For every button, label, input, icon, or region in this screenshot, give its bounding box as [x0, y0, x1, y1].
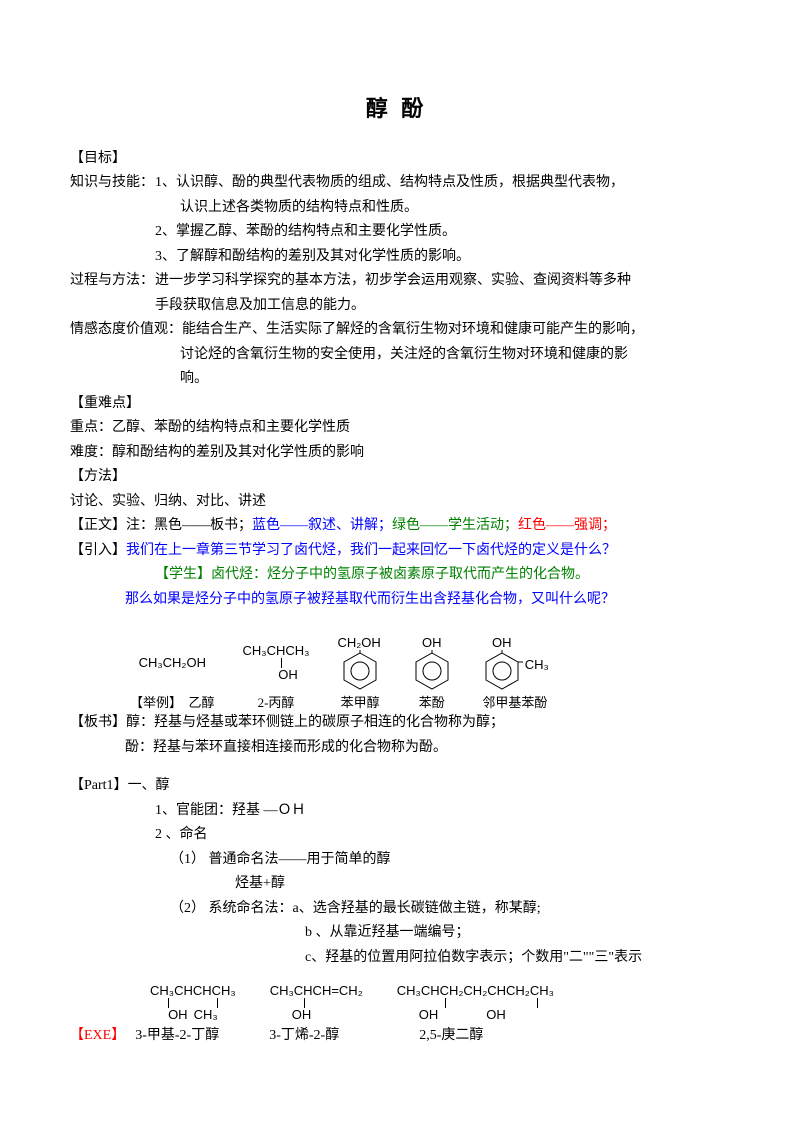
legend-pre: 注： — [126, 518, 154, 533]
mol5-sub: CH₃ — [525, 658, 549, 672]
skill-label: 知识与技能： — [70, 171, 155, 196]
mol2-bottom: OH — [267, 668, 310, 682]
head-intro: 【引入】 — [70, 543, 126, 558]
exmol-2: CH₃CHCH=CH₂ OH — [270, 984, 363, 1021]
legend-green: 绿色——学生活动； — [392, 518, 518, 533]
head-key: 【重难点】 — [70, 392, 723, 417]
mol1-name: 乙醇 — [189, 695, 215, 710]
benzene-icon — [481, 650, 523, 692]
head-body: 【正文】 — [70, 518, 126, 533]
page-title: 醇 酚 — [70, 90, 723, 129]
p1-l4b: b 、从靠近羟基一端编号； — [70, 921, 723, 946]
e3-m1: OH — [419, 1008, 439, 1022]
e1-m1: OH — [168, 1008, 188, 1022]
head-student: 【学生】 — [155, 567, 211, 582]
head-board: 【板书】 — [70, 715, 126, 730]
legend-line: 【正文】注：黑色——板书；蓝色——叙述、讲解；绿色——学生活动；红色——强调； — [70, 514, 723, 539]
mol-propanol: CH₃CHCH₃ OH 2-丙醇 — [243, 644, 310, 709]
att1c: 响。 — [70, 367, 723, 392]
p1-l4a: （2） 系统命名法：a、选含羟基的最长碳链做主链，称某醇; — [70, 897, 723, 922]
part1-h: 一、醇 — [128, 778, 170, 793]
mol-phenol: OH 苯酚 — [411, 636, 453, 709]
p1-l1: 1、官能团：羟基 —ＯＨ — [70, 799, 723, 824]
mol2-top: CH₃CHCH₃ — [243, 644, 310, 658]
student-text: 卤代烃：烃分子中的氢原子被卤素原子取代而产生的化合物。 — [211, 567, 589, 582]
legend-blue: 蓝色——叙述、讲解； — [252, 518, 392, 533]
board2: 酚：羟基与苯环直接相连接而形成的化合物称为酚。 — [70, 736, 723, 761]
p1-l2: 2 、命名 — [70, 823, 723, 848]
molecule-row-1: CH₃CH₂OH 【举例】 乙醇 CH₃CHCH₃ OH 2-丙醇 CH₂OH … — [70, 622, 723, 709]
benzene-icon — [339, 650, 381, 692]
head-exe: 【EXE】 — [70, 1024, 125, 1049]
e3-name: 2,5-庚二醇 — [419, 1024, 483, 1049]
skill-block: 知识与技能： 1、认识醇、酚的典型代表物质的组成、结构特点及性质，根据典型代表物… — [70, 171, 723, 196]
skill3: 3、了解醇和酚结构的差别及其对化学性质的影响。 — [70, 245, 723, 270]
part1-line: 【Part1】一、醇 — [70, 774, 723, 799]
proc1b: 手段获取信息及加工信息的能力。 — [70, 294, 723, 319]
e3-m2: OH — [486, 1008, 506, 1022]
molecule-row-2: CH₃CHCHCH₃ OH CH₃ CH₃CHCH=CH₂ OH CH₃CHCH₂… — [70, 984, 723, 1021]
head-part1: 【Part1】 — [70, 778, 128, 793]
mol5-name: 邻甲基苯酚 — [481, 696, 549, 710]
e2-top: CH₃CHCH=CH₂ — [270, 984, 363, 998]
benzene-icon — [411, 650, 453, 692]
legend-red: 红色——强调； — [518, 518, 616, 533]
mol4-name: 苯酚 — [411, 696, 453, 710]
skill1a: 1、认识醇、酚的典型代表物质的组成、结构特点及性质，根据典型代表物， — [155, 171, 723, 196]
mol3-side: CH₂OH — [337, 636, 382, 650]
p1-l3b: 烃基+醇 — [70, 872, 723, 897]
proc1a: 进一步学习科学探究的基本方法，初步学会运用观察、实验、查阅资料等多种 — [155, 269, 723, 294]
head-target: 【目标】 — [70, 147, 723, 172]
att1b: 讨论烃的含氧衍生物的安全使用，关注烃的含氧衍生物对环境和健康的影 — [70, 343, 723, 368]
key2: 难度：醇和酚结构的差别及其对化学性质的影响 — [70, 441, 723, 466]
e2-name: 3-丁烯-2-醇 — [269, 1024, 339, 1049]
att-label: 情感态度价值观： — [70, 318, 182, 343]
e1-m2: CH₃ — [194, 1008, 218, 1022]
mol1-formula: CH₃CH₂OH — [130, 656, 215, 670]
board-line1: 【板书】醇：羟基与烃基或苯环侧链上的碳原子相连的化合物称为醇； — [70, 711, 723, 736]
method-text: 讨论、实验、归纳、对比、讲述 — [70, 490, 723, 515]
skill2: 2、掌握乙醇、苯酚的结构特点和主要化学性质。 — [70, 220, 723, 245]
proc-label: 过程与方法： — [70, 269, 155, 294]
intro-text: 我们在上一章第三节学习了卤代烃，我们一起来回忆一下卤代烃的定义是什么？ — [126, 543, 616, 558]
legend-black: 黑色——板书； — [154, 518, 252, 533]
proc-block: 过程与方法： 进一步学习科学探究的基本方法，初步学会运用观察、实验、查阅资料等多… — [70, 269, 723, 294]
skill1b: 认识上述各类物质的结构特点和性质。 — [70, 196, 723, 221]
mol-benzylalc: CH₂OH 苯甲醇 — [337, 636, 382, 709]
intro-line: 【引入】我们在上一章第三节学习了卤代烃，我们一起来回忆一下卤代烃的定义是什么？ — [70, 539, 723, 564]
e1-name: 3-甲基-2-丁醇 — [135, 1024, 219, 1049]
mol4-side: OH — [411, 636, 453, 650]
exe-row: 【EXE】 3-甲基-2-丁醇 3-丁烯-2-醇 2,5-庚二醇 — [70, 1024, 723, 1049]
head-example: 【举例】 — [130, 695, 182, 710]
att-block: 情感态度价值观： 能结合生产、生活实际了解烃的含氧衍生物对环境和健康可能产生的影… — [70, 318, 723, 343]
att1a: 能结合生产、生活实际了解烃的含氧衍生物对环境和健康可能产生的影响， — [182, 318, 723, 343]
mol-cresol: OH CH₃ 邻甲基苯酚 — [481, 636, 549, 709]
exmol-3: CH₃CHCH₂CH₂CHCH₂CH₃ OH OH — [397, 984, 554, 1021]
e3-top: CH₃CHCH₂CH₂CHCH₂CH₃ — [397, 984, 554, 998]
p1-l4c: c、羟基的位置用阿拉伯数字表示；个数用"二""三"表示 — [70, 946, 723, 971]
follow-line: 那么如果是烃分子中的氢原子被羟基取代而衍生出含羟基化合物，又叫什么呢？ — [70, 588, 723, 613]
e2-m1: OH — [270, 1008, 363, 1022]
head-method: 【方法】 — [70, 465, 723, 490]
mol2-name: 2-丙醇 — [243, 696, 310, 710]
mol-ethanol: CH₃CH₂OH 【举例】 乙醇 — [130, 622, 215, 709]
key1: 重点：乙醇、苯酚的结构特点和主要化学性质 — [70, 416, 723, 441]
mol3-name: 苯甲醇 — [337, 696, 382, 710]
board1: 醇：羟基与烃基或苯环侧链上的碳原子相连的化合物称为醇； — [126, 715, 504, 730]
mol5-side: OH — [481, 636, 523, 650]
e1-top: CH₃CHCHCH₃ — [150, 984, 236, 998]
p1-l3a: （1） 普通命名法——用于简单的醇 — [70, 848, 723, 873]
student-line: 【学生】卤代烃：烃分子中的氢原子被卤素原子取代而产生的化合物。 — [70, 563, 723, 588]
exmol-1: CH₃CHCHCH₃ OH CH₃ — [150, 984, 236, 1021]
